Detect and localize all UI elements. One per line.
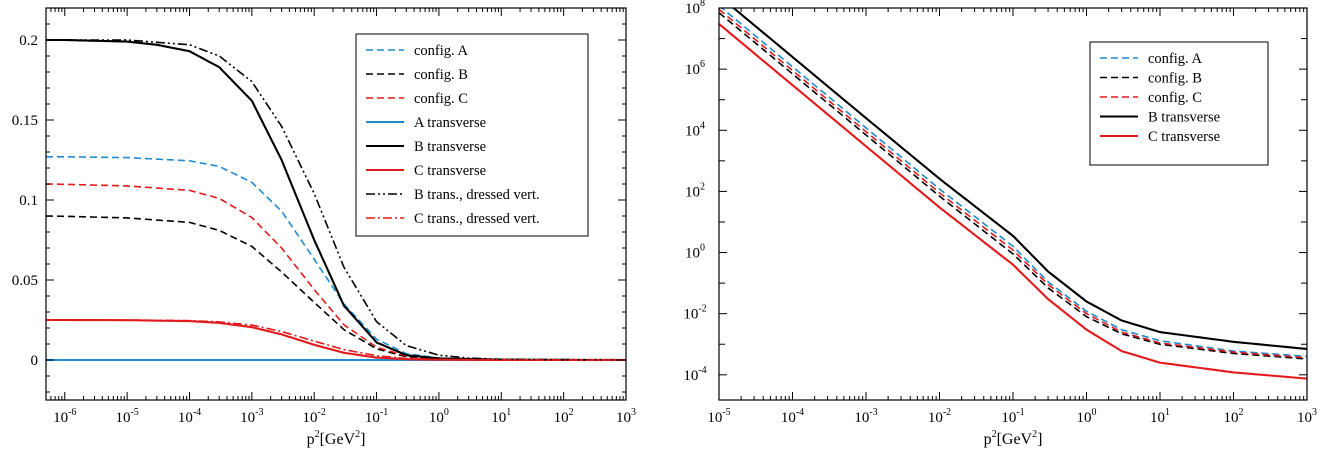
legend: config. A config. B config. C B transverse C…: [1089, 41, 1269, 166]
y-tick-label: 0: [31, 353, 39, 369]
x-tick-label: 10-4: [178, 407, 201, 426]
legend-label-2: config. C: [1148, 90, 1202, 106]
x-tick-label: 102: [1224, 407, 1244, 426]
y-tick-label: 0.2: [19, 33, 38, 49]
x-tick-label: 10-1: [1001, 407, 1024, 426]
left-chart-panel: 10-6 10-5 10-4 10-3 10-2 10-1 100 101 102 103 0 0.0…: [12, 7, 636, 448]
series-line-2: [719, 8, 1307, 359]
x-tick-label: 103: [616, 407, 636, 426]
legend-label-3: B transverse: [1148, 110, 1220, 126]
legend-label-0: config. A: [1148, 51, 1202, 67]
series-line-4: [46, 38, 626, 362]
legend-label-4: B transverse: [414, 139, 486, 155]
legend-label-4: C transverse: [1148, 129, 1220, 145]
x-axis-label: p2[GeV2]: [307, 429, 366, 448]
right-chart-panel: 10-5 10-4 10-3 10-2 10-1 100 101 102 103 10-4 10-2…: [683, 0, 1317, 448]
x-axis-ticks: [45, 8, 627, 400]
legend-label-2: config. C: [414, 91, 468, 107]
series-line-7: [46, 319, 626, 361]
legend-label-1: config. B: [1148, 71, 1202, 87]
y-tick-label: 10-2: [683, 304, 706, 323]
series-line-0: [46, 155, 626, 361]
x-tick-label: 10-1: [365, 407, 388, 426]
plot-frame: [45, 7, 627, 401]
x-tick-label: 10-5: [115, 407, 138, 426]
series-line-1: [719, 12, 1307, 360]
y-tick-label: 0.1: [19, 193, 38, 209]
x-axis-ticks: [718, 8, 1308, 400]
x-tick-label: 10-5: [707, 407, 730, 426]
x-tick-label: 10-2: [303, 407, 326, 426]
series-line-4: [719, 23, 1307, 380]
y-tick-label: 10-4: [683, 365, 706, 384]
series-lines: [719, 8, 1307, 380]
x-tick-label: 102: [554, 407, 574, 426]
series-line-3: [731, 8, 1307, 351]
series-line-5: [46, 318, 626, 362]
legend-label-7: C trans., dressed vert.: [414, 211, 540, 227]
y-tick-label: 0.05: [12, 273, 38, 289]
x-tick-label: 10-3: [240, 407, 263, 426]
x-tick-label: 100: [1077, 407, 1097, 426]
y-tick-label: 0.15: [12, 113, 38, 129]
x-tick-label: 100: [429, 407, 449, 426]
x-tick-label: 101: [491, 407, 511, 426]
y-tick-label: 104: [685, 120, 705, 139]
y-tick-label: 100: [685, 243, 705, 262]
x-tick-label: 10-4: [781, 407, 804, 426]
x-tick-label: 103: [1297, 407, 1317, 426]
legend-label-6: B trans., dressed vert.: [414, 187, 540, 203]
x-tick-label: 10-2: [928, 407, 951, 426]
legend-label-1: config. B: [414, 67, 468, 83]
x-tick-label: 10-6: [53, 407, 76, 426]
legend-box: [355, 33, 589, 237]
y-axis-ticks: [46, 7, 626, 393]
legend-box: [1089, 41, 1269, 166]
y-tick-label: 106: [685, 59, 705, 78]
x-tick-label: 101: [1150, 407, 1170, 426]
y-tick-label: 102: [685, 181, 705, 200]
series-lines: [46, 38, 626, 362]
y-tick-label: 108: [685, 0, 705, 17]
x-axis-label: p2[GeV2]: [984, 429, 1043, 448]
x-tick-label: 10-3: [854, 407, 877, 426]
legend-label-0: config. A: [414, 43, 468, 59]
legend: config. A config. B config. C A transverse B…: [355, 33, 589, 237]
y-axis-ticks: [719, 7, 1307, 376]
legend-label-5: C transverse: [414, 163, 486, 179]
series-line-0: [720, 8, 1307, 358]
legend-label-3: A transverse: [414, 115, 486, 131]
series-line-6: [46, 39, 626, 361]
